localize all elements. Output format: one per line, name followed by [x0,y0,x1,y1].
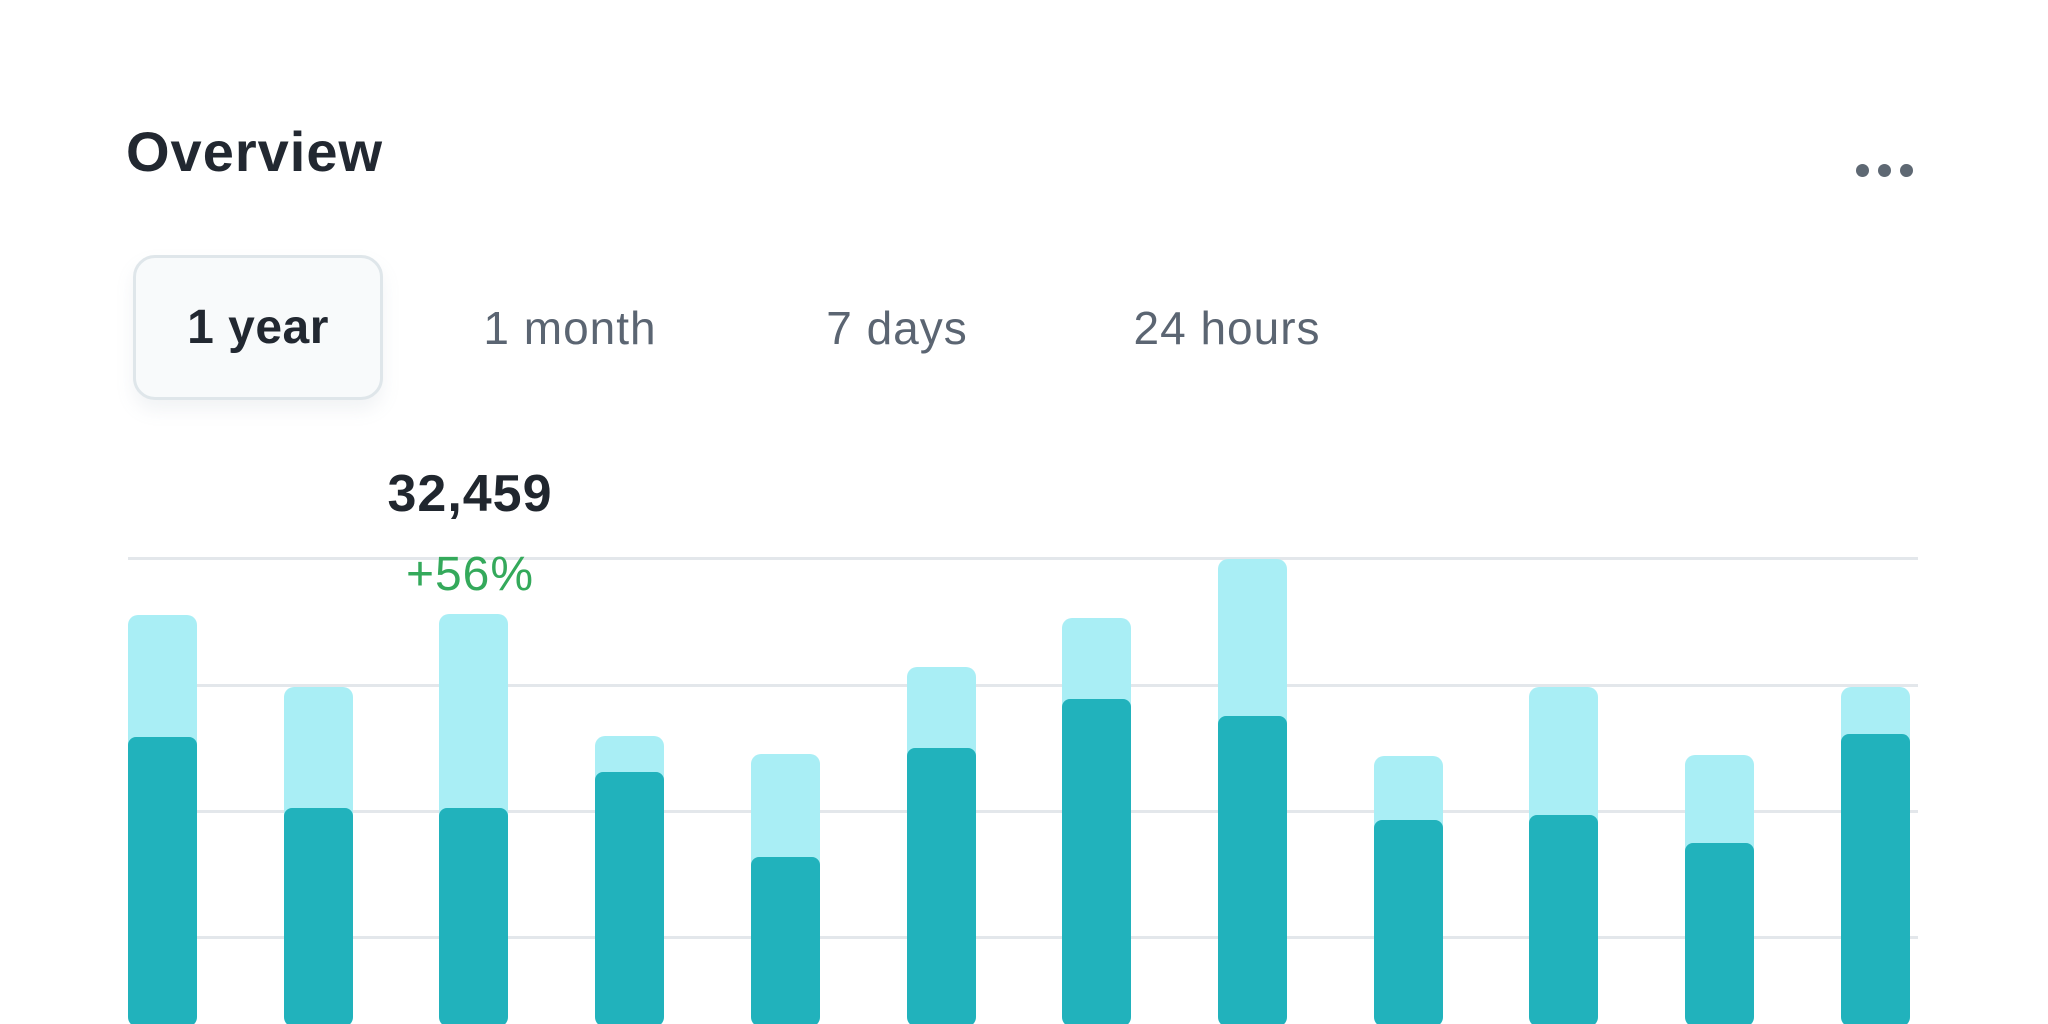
tooltip-change: +56% [405,548,535,601]
ellipsis-dot [1855,163,1869,177]
gridline [128,557,1918,560]
bar-12[interactable] [1841,687,1910,1024]
bar-7[interactable] [1062,618,1131,1024]
bar-5[interactable] [751,754,820,1024]
more-options-button[interactable] [1844,148,1924,192]
tooltip-value: 32,459 [387,465,553,523]
page-title: Overview [126,120,384,183]
gridline [128,684,1918,687]
bar-primary-segment [284,808,353,1024]
tab-24-hours[interactable]: 24 hours [1127,255,1326,400]
gridline [128,810,1918,813]
bar-primary-segment [128,737,197,1024]
bar-primary-segment [907,748,976,1024]
bar-10[interactable] [1529,687,1598,1024]
bar-primary-segment [1529,815,1598,1024]
bar-2[interactable] [284,687,353,1024]
tab-7-days[interactable]: 7 days [820,255,974,400]
bar-9[interactable] [1374,756,1443,1024]
gridline [128,936,1918,939]
ellipsis-dot [1899,163,1913,177]
bar-8[interactable] [1218,559,1287,1024]
ellipsis-icon [1855,163,1913,177]
bar-3[interactable] [439,614,508,1024]
bar-primary-segment [1841,734,1910,1024]
time-range-tabs: 1 year 1 month 7 days 24 hours [0,255,2048,400]
ellipsis-dot [1877,163,1891,177]
bar-11[interactable] [1685,755,1754,1024]
bar-primary-segment [1218,716,1287,1024]
bar-6[interactable] [907,667,976,1024]
bar-primary-segment [1374,820,1443,1024]
bar-primary-segment [595,772,664,1024]
bar-primary-segment [1685,843,1754,1024]
bar-1[interactable] [128,615,197,1024]
bar-primary-segment [439,808,508,1024]
bar-4[interactable] [595,736,664,1024]
tab-1-month[interactable]: 1 month [477,255,662,400]
bar-primary-segment [751,857,820,1024]
bar-primary-segment [1062,699,1131,1024]
tab-1-year[interactable]: 1 year [133,255,383,400]
